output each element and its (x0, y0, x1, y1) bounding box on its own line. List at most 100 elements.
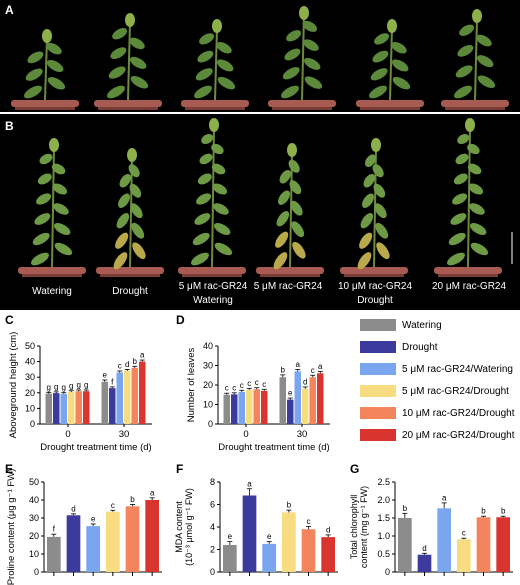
chart-c-bar (68, 392, 75, 424)
chart-d-bar (317, 373, 324, 424)
chart-e-significance-letter: d (71, 504, 75, 513)
chart-c-significance-letter: g (77, 380, 81, 389)
leaf (110, 47, 127, 60)
leaf (192, 232, 210, 246)
legend-label: 5 μM rac-GR24/Drought (402, 385, 509, 397)
panel-letter-f: F (176, 462, 184, 476)
chart-g-significance-letter: b (501, 507, 506, 516)
leaf (47, 77, 66, 90)
leaf (211, 143, 224, 155)
leaf (376, 242, 390, 260)
pot-base (98, 107, 158, 110)
legend-swatch (360, 407, 396, 419)
leaf (278, 190, 291, 205)
leaf (470, 223, 487, 235)
leaf (286, 30, 302, 42)
pot (356, 100, 424, 107)
legend-item: Drought (360, 336, 520, 358)
leaf (31, 252, 49, 266)
chart-c-xlabel: Drought treatment time (d) (40, 442, 151, 453)
panel-letter-d: D (176, 313, 185, 327)
leaf (47, 60, 64, 72)
leaf (52, 183, 68, 195)
chart-c-ylabel: Aboveground height (cm) (8, 332, 19, 439)
leaf (290, 200, 303, 216)
leaf (217, 76, 236, 90)
photo-label-drought: Drought (112, 286, 148, 297)
chart-d-significance-letter: c (240, 381, 244, 390)
chart-d-significance-letter: c (225, 384, 229, 393)
leaf (304, 76, 323, 89)
chart-f-significance-letter: e (228, 532, 233, 541)
legend-item: 10 μM rac-GR24/Drought (360, 402, 520, 424)
chart-d-ytick-label: 0 (208, 419, 213, 429)
leaf (195, 68, 213, 81)
chart-c-bar (124, 370, 131, 424)
legend-swatch (360, 341, 396, 353)
leaf (363, 173, 375, 188)
leaf (39, 153, 53, 165)
chart-e-bar (106, 511, 120, 572)
leaf (217, 59, 234, 72)
leaf-top (127, 148, 137, 162)
chart-c-xtick-label: 30 (119, 429, 130, 440)
chart-g-ytick-label: 2.5 (377, 477, 390, 487)
leaf (214, 223, 231, 235)
leaf-top (472, 9, 482, 23)
chart-f-ytick-label: 8 (210, 477, 215, 487)
leaf (362, 193, 375, 208)
leaf (129, 37, 145, 50)
chart-f-significance-letter: a (247, 479, 252, 488)
leaf (282, 67, 300, 80)
leaf (477, 75, 496, 88)
chart-total-chlorophyll: 0 0.5 1.0 1.5 2.0 2.5 b d a c b b Total chlorophyll c… (349, 477, 513, 577)
chart-g-ytick-label: 1.0 (377, 531, 390, 541)
leaf (197, 173, 212, 185)
panel-letter-c: C (5, 313, 14, 327)
leaf-top (49, 138, 59, 152)
chart-c-bar (139, 361, 146, 424)
chart-f-ytick-label: 6 (210, 500, 215, 510)
pot (268, 100, 336, 107)
stem (44, 37, 48, 101)
leaf (457, 133, 470, 145)
panel-letter-b: B (5, 119, 14, 133)
stem (474, 17, 478, 101)
chart-g-significance-letter: d (422, 544, 426, 553)
chart-c-significance-letter: g (62, 383, 66, 392)
leaf (455, 153, 469, 165)
chart-c-bar (45, 393, 52, 424)
leaf (373, 183, 386, 198)
leaf (369, 85, 387, 99)
pot (181, 100, 249, 107)
leaf (36, 193, 52, 205)
chart-d-ytick-label: 40 (203, 341, 213, 351)
legend-item: 20 μM rac-GR24/Drought (360, 424, 520, 446)
chart-d-significance-letter: c (255, 378, 259, 387)
leaf (27, 51, 44, 64)
pot-base (438, 274, 498, 277)
legend-item: 5 μM rac-GR24/Drought (360, 380, 520, 402)
leaf (276, 211, 290, 227)
leaf (54, 242, 73, 256)
chart-f-ylabel: (10⁻³ μmol g⁻¹ FW) (184, 488, 194, 566)
leaf (291, 221, 305, 238)
legend-label: 5 μM rac-GR24/Watering (402, 363, 513, 375)
leaf (453, 173, 468, 185)
chart-c-significance-letter: d (125, 360, 129, 369)
chart-g-bar (476, 517, 491, 572)
leaf (447, 252, 465, 266)
chart-g-ytick-label: 2.0 (377, 495, 390, 505)
stem (127, 21, 131, 101)
chart-c-ytick-label: 30 (25, 372, 35, 382)
chart-g-ytick-label: 0.5 (377, 549, 390, 559)
chart-f-ytick-label: 4 (210, 522, 215, 532)
leaf (32, 232, 50, 246)
chart-d-bar (253, 389, 260, 424)
chart-c-significance-letter: e (103, 371, 108, 380)
pot-base (100, 274, 160, 277)
chart-e-significance-letter: a (150, 488, 155, 497)
leaf (191, 252, 209, 266)
chart-e-bar (47, 536, 61, 572)
chart-f-bar (262, 543, 276, 572)
